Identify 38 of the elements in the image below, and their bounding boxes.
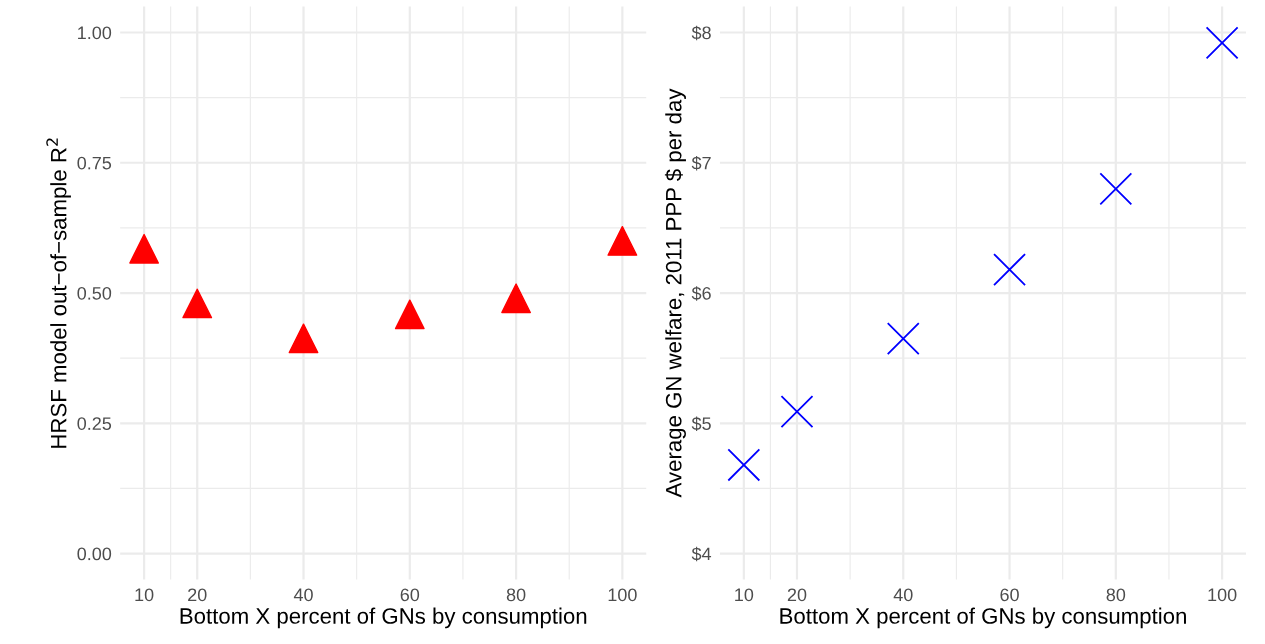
y-tick-label: $5 <box>691 416 711 432</box>
point <box>1205 26 1239 60</box>
x-tick-label: 40 <box>293 588 313 602</box>
point <box>780 395 814 428</box>
y-tick-label: 0.00 <box>77 547 112 561</box>
y-axis-title: Average GN welfare, 2011 PPP $ per day <box>664 88 686 498</box>
x-tick-label: 20 <box>188 588 207 602</box>
point <box>886 322 920 356</box>
y-tick-label: 0.75 <box>77 156 112 170</box>
x-tick-label: 60 <box>400 588 420 602</box>
x-tick-label: 20 <box>787 588 807 602</box>
y-tick-label: 0.25 <box>77 417 112 430</box>
x-tick-label: 100 <box>608 588 637 602</box>
y-tick-label: 1.00 <box>78 26 112 40</box>
y-tick-label: $4 <box>691 546 712 562</box>
point <box>1099 172 1133 206</box>
x-tick-label: 40 <box>893 588 913 602</box>
y-tick-label: 0.50 <box>77 286 112 300</box>
y-tick-label: $8 <box>691 25 711 41</box>
x-axis-title: Bottom X percent of GNs by consumption <box>180 607 587 629</box>
point <box>394 299 425 330</box>
x-tick-label: 100 <box>1208 588 1237 602</box>
y-tick-label: $6 <box>691 286 711 301</box>
y-axis-title: HRSF model out−of−sample R$^{2}$ <box>46 138 71 448</box>
x-tick-label: 10 <box>135 588 154 602</box>
point <box>182 288 213 319</box>
point <box>607 225 638 256</box>
point <box>501 283 532 314</box>
point <box>288 323 319 354</box>
point <box>993 253 1026 287</box>
x-tick-label: 60 <box>1000 588 1019 602</box>
x-tick-label: 10 <box>735 588 754 602</box>
point <box>129 233 160 264</box>
x-tick-label: 80 <box>506 588 526 602</box>
point <box>727 448 761 482</box>
x-tick-label: 80 <box>1106 588 1126 602</box>
y-tick-label: $7 <box>691 155 711 171</box>
x-axis-title: Bottom X percent of GNs by consumption <box>780 607 1186 629</box>
